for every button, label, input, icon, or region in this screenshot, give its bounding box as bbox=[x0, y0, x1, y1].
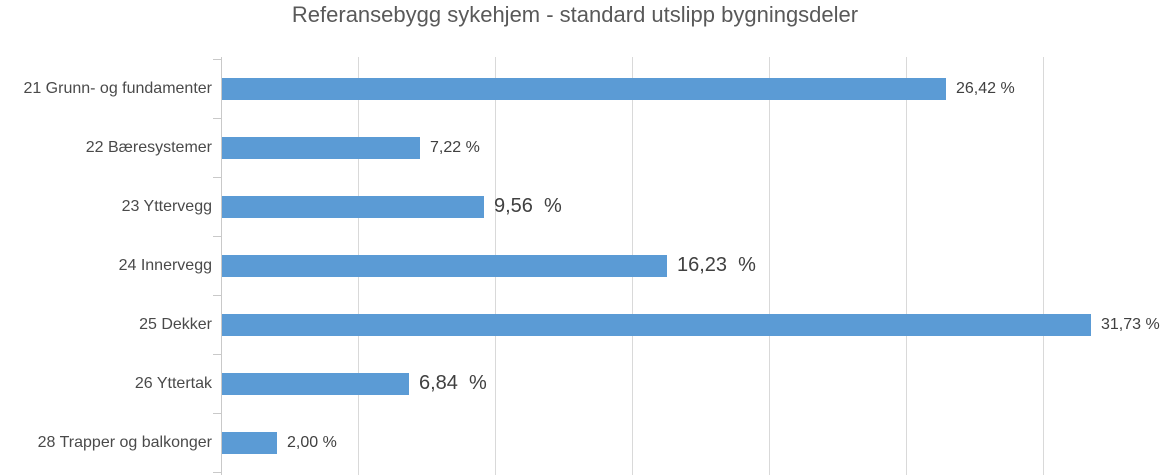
bar bbox=[222, 77, 946, 100]
value-label: 31,73 % bbox=[1101, 315, 1160, 333]
bar bbox=[222, 136, 420, 159]
value-label: 9,56 % bbox=[494, 195, 562, 217]
bar bbox=[222, 313, 1091, 336]
tick-mark bbox=[213, 118, 221, 119]
category-label: 25 Dekker bbox=[139, 315, 212, 333]
bar bbox=[222, 254, 667, 277]
tick-mark bbox=[213, 177, 221, 178]
tick-mark bbox=[213, 354, 221, 355]
tick-mark bbox=[213, 413, 221, 414]
value-label: 26,42 % bbox=[956, 79, 1015, 97]
gridline bbox=[769, 57, 770, 475]
tick-mark bbox=[213, 59, 221, 60]
value-label: 2,00 % bbox=[287, 433, 337, 451]
bar bbox=[222, 431, 277, 454]
category-label: 24 Innervegg bbox=[118, 256, 212, 274]
bar bbox=[222, 372, 409, 395]
value-label: 16,23 % bbox=[677, 254, 756, 276]
tick-mark bbox=[213, 472, 221, 473]
category-label: 22 Bæresystemer bbox=[85, 138, 212, 156]
chart-title: Referansebygg sykehjem - standard utslip… bbox=[291, 2, 859, 27]
y-axis-line bbox=[221, 57, 222, 475]
category-label: 28 Trapper og balkonger bbox=[37, 433, 212, 451]
value-label: 7,22 % bbox=[430, 138, 480, 156]
category-label: 23 Yttervegg bbox=[121, 197, 212, 215]
tick-mark bbox=[213, 295, 221, 296]
tick-mark bbox=[213, 236, 221, 237]
gridline bbox=[906, 57, 907, 475]
gridline bbox=[1043, 57, 1044, 475]
category-label: 21 Grunn- og fundamenter bbox=[23, 79, 212, 97]
category-label: 26 Yttertak bbox=[134, 374, 212, 392]
value-label: 6,84 % bbox=[419, 372, 487, 394]
bar bbox=[222, 195, 484, 218]
